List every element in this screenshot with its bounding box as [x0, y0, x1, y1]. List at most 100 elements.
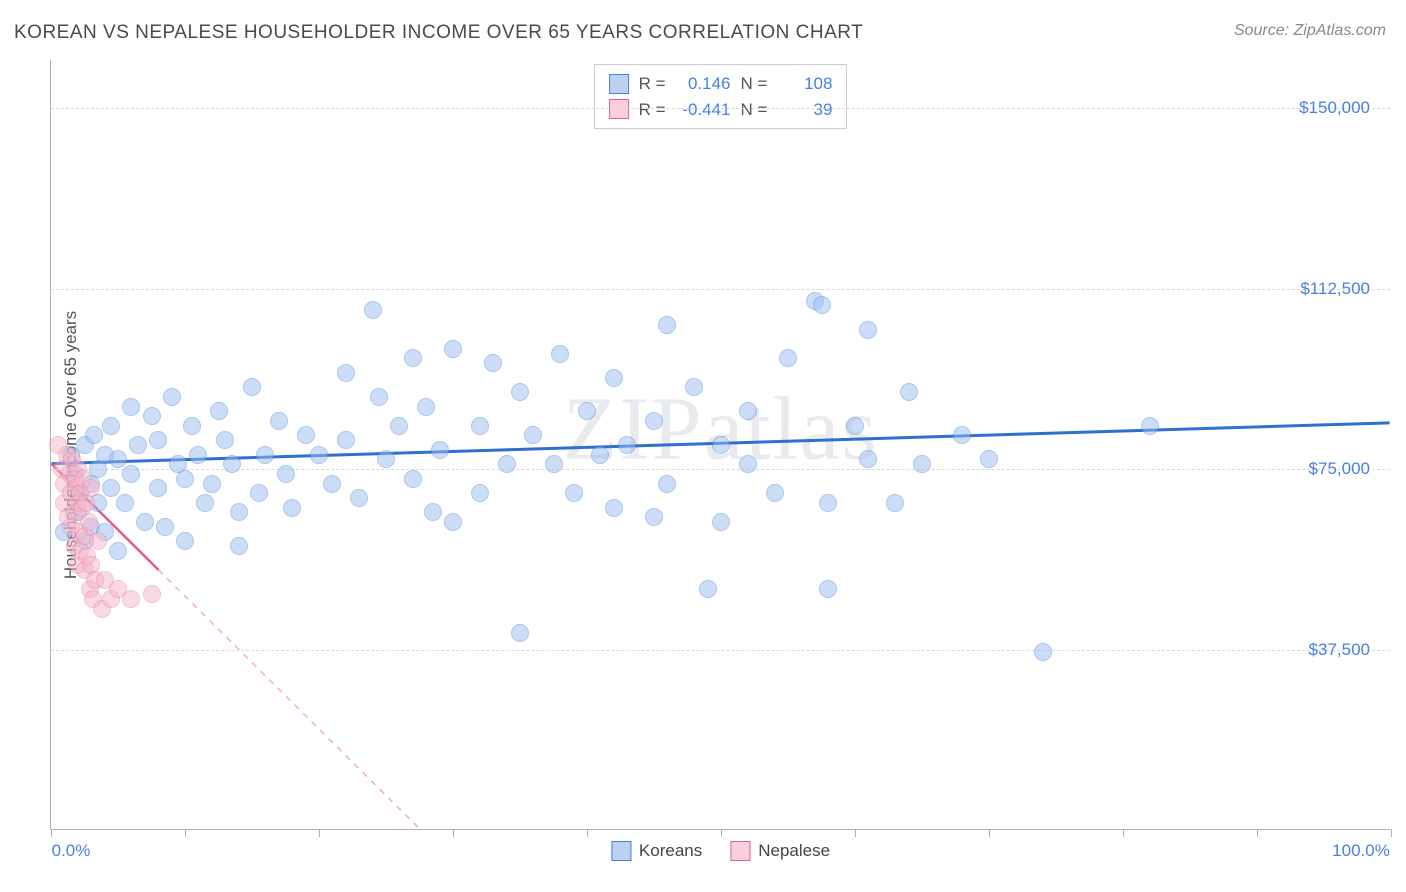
- y-tick-label: $75,000: [1309, 459, 1370, 479]
- legend-label: Nepalese: [758, 841, 830, 861]
- r-value-nepalese: -0.441: [676, 97, 731, 123]
- data-point: [337, 364, 355, 382]
- data-point: [277, 465, 295, 483]
- legend-item-koreans: Koreans: [611, 841, 702, 861]
- data-point: [297, 426, 315, 444]
- data-point: [819, 494, 837, 512]
- data-point: [337, 431, 355, 449]
- data-point: [102, 417, 120, 435]
- data-point: [1034, 643, 1052, 661]
- data-point: [498, 455, 516, 473]
- data-point: [712, 513, 730, 531]
- data-point: [176, 470, 194, 488]
- data-point: [565, 484, 583, 502]
- data-point: [89, 532, 107, 550]
- data-point: [685, 378, 703, 396]
- data-point: [859, 450, 877, 468]
- data-point: [156, 518, 174, 536]
- gridline: [51, 650, 1390, 651]
- data-point: [149, 431, 167, 449]
- data-point: [779, 349, 797, 367]
- n-label: N =: [741, 97, 768, 123]
- data-point: [766, 484, 784, 502]
- data-point: [578, 402, 596, 420]
- swatch-blue-icon: [609, 74, 629, 94]
- data-point: [417, 398, 435, 416]
- x-tick: [319, 829, 320, 837]
- data-point: [189, 446, 207, 464]
- x-tick: [1391, 829, 1392, 837]
- x-tick: [721, 829, 722, 837]
- data-point: [323, 475, 341, 493]
- data-point: [712, 436, 730, 454]
- x-tick: [51, 829, 52, 837]
- data-point: [953, 426, 971, 444]
- y-tick-label: $112,500: [1300, 279, 1370, 299]
- data-point: [230, 537, 248, 555]
- data-point: [230, 503, 248, 521]
- data-point: [699, 580, 717, 598]
- data-point: [846, 417, 864, 435]
- data-point: [645, 508, 663, 526]
- data-point: [900, 383, 918, 401]
- y-tick-label: $37,500: [1309, 640, 1370, 660]
- data-point: [109, 450, 127, 468]
- data-point: [136, 513, 154, 531]
- data-point: [484, 354, 502, 372]
- data-point: [350, 489, 368, 507]
- data-point: [196, 494, 214, 512]
- x-tick: [855, 829, 856, 837]
- data-point: [377, 450, 395, 468]
- data-point: [431, 441, 449, 459]
- data-point: [618, 436, 636, 454]
- data-point: [390, 417, 408, 435]
- data-point: [203, 475, 221, 493]
- data-point: [859, 321, 877, 339]
- x-tick-label: 100.0%: [1332, 841, 1390, 861]
- data-point: [122, 590, 140, 608]
- data-point: [109, 542, 127, 560]
- r-label: R =: [639, 97, 666, 123]
- data-point: [122, 398, 140, 416]
- data-point: [143, 407, 161, 425]
- data-point: [658, 475, 676, 493]
- n-value-nepalese: 39: [777, 97, 832, 123]
- data-point: [913, 455, 931, 473]
- swatch-pink-icon: [609, 99, 629, 119]
- n-label: N =: [741, 71, 768, 97]
- data-point: [980, 450, 998, 468]
- data-point: [310, 446, 328, 464]
- data-point: [819, 580, 837, 598]
- swatch-blue-icon: [611, 841, 631, 861]
- data-point: [256, 446, 274, 464]
- data-point: [813, 296, 831, 314]
- x-tick-label: 0.0%: [52, 841, 91, 861]
- data-point: [122, 465, 140, 483]
- data-point: [270, 412, 288, 430]
- legend-label: Koreans: [639, 841, 702, 861]
- chart-title: KOREAN VS NEPALESE HOUSEHOLDER INCOME OV…: [14, 22, 863, 44]
- r-value-koreans: 0.146: [676, 71, 731, 97]
- data-point: [605, 369, 623, 387]
- swatch-pink-icon: [730, 841, 750, 861]
- data-point: [424, 503, 442, 521]
- data-point: [116, 494, 134, 512]
- n-value-koreans: 108: [777, 71, 832, 97]
- data-point: [511, 624, 529, 642]
- chart-container: KOREAN VS NEPALESE HOUSEHOLDER INCOME OV…: [0, 0, 1406, 892]
- data-point: [176, 532, 194, 550]
- data-point: [444, 340, 462, 358]
- data-point: [739, 402, 757, 420]
- x-tick: [185, 829, 186, 837]
- data-point: [210, 402, 228, 420]
- data-point: [645, 412, 663, 430]
- data-point: [658, 316, 676, 334]
- data-point: [1141, 417, 1159, 435]
- stats-row-nepalese: R = -0.441 N = 39: [609, 97, 833, 123]
- data-point: [364, 301, 382, 319]
- data-point: [102, 479, 120, 497]
- gridline: [51, 469, 1390, 470]
- data-point: [250, 484, 268, 502]
- gridline: [51, 108, 1390, 109]
- data-point: [143, 585, 161, 603]
